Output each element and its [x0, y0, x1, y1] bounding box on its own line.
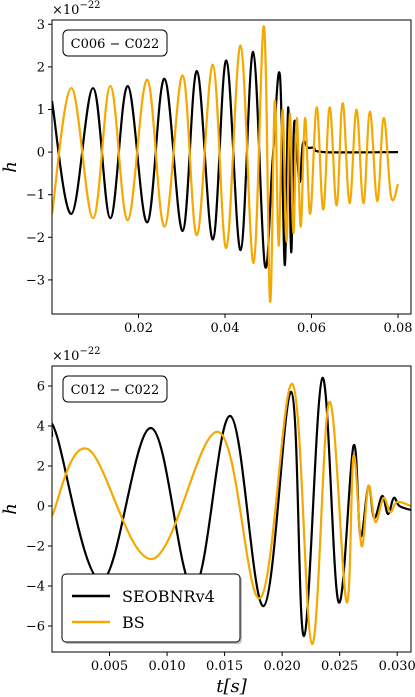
- y-axis-label: h: [0, 503, 21, 515]
- x-tick-label: 0.030: [379, 659, 415, 674]
- y-tick-label: 0: [37, 500, 45, 515]
- x-tick-label: 0.02: [124, 321, 153, 336]
- axes-frame: [51, 19, 412, 315]
- y-tick-label: 0: [37, 146, 45, 161]
- legend-label-bs: BS: [122, 613, 145, 632]
- y-tick-label: −6: [26, 620, 45, 635]
- x-tick-label: 0.005: [91, 659, 128, 674]
- y-tick-label: −2: [26, 540, 45, 555]
- annotation-text: C006 − C022: [71, 37, 160, 52]
- offset-label: ×10−22: [52, 346, 101, 364]
- y-tick-label: −1: [26, 188, 45, 203]
- x-tick-label: 0.010: [148, 659, 185, 674]
- x-tick-label: 0.015: [206, 659, 243, 674]
- axes-frame: [51, 365, 412, 653]
- y-tick-label: −2: [26, 231, 45, 246]
- chart-panel-1: 0.02 0.04 0.06 0.08 −3 −2 −1 0 1 2 3 ×10−22 h C006 − …: [0, 0, 413, 336]
- series-line-bs: [52, 25, 400, 303]
- x-tick-label: 0.025: [321, 659, 358, 674]
- x-tick-label: 0.04: [211, 321, 240, 336]
- y-axis-label: h: [0, 161, 21, 173]
- y-tick-label: −4: [26, 580, 45, 595]
- offset-label: ×10−22: [52, 0, 101, 18]
- y-tick-label: 2: [37, 60, 45, 75]
- chart-panel-2: 0.005 0.010 0.015 0.020 0.025 0.030 −6 −4 −2 0 2 4 6…: [0, 346, 415, 697]
- legend: SEOBNRv4 BS: [61, 573, 242, 644]
- series-line-bs: [52, 382, 411, 646]
- offset-exponent: −22: [79, 346, 100, 357]
- y-tick-label: 1: [37, 103, 45, 118]
- annotation-box: C006 − C022: [62, 29, 168, 57]
- legend-label-seobnr: SEOBNRv4: [122, 587, 215, 606]
- x-tick-label: 0.06: [297, 321, 326, 336]
- y-tick-label: 4: [37, 420, 45, 435]
- x-tick-label: 0.020: [264, 659, 301, 674]
- y-tick-label: 2: [37, 460, 45, 475]
- annotation-text: C012 − C022: [71, 383, 160, 398]
- y-tick-label: −3: [26, 273, 45, 288]
- offset-exponent: −22: [79, 0, 100, 11]
- x-tick-label: 0.08: [384, 321, 413, 336]
- y-tick-label: 3: [37, 18, 45, 33]
- annotation-box: C012 − C022: [62, 375, 168, 403]
- x-axis-label: t[s]: [216, 676, 247, 697]
- y-tick-label: 6: [37, 380, 45, 395]
